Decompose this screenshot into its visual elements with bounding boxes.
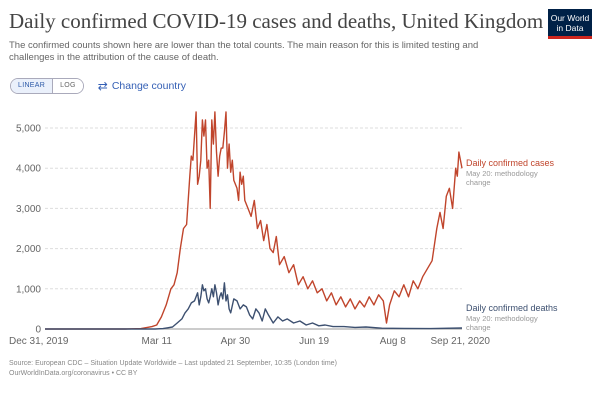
x-tick-labels: Dec 31, 2019 Mar 11 Apr 30 Jun 19 Aug 8 Sep 2… (9, 336, 490, 347)
cases-series-line[interactable] (45, 111, 463, 330)
y-tick-label: 0 (35, 325, 41, 336)
owid-logo[interactable]: Our World in Data (548, 9, 592, 39)
methodology-note-cont: change (466, 323, 491, 332)
x-tick-label: Apr 30 (221, 336, 251, 347)
y-tick-label: 5,000 (16, 124, 41, 135)
y-tick-label: 1,000 (16, 284, 41, 295)
logo-line-2: in Data (556, 23, 584, 33)
methodology-note-cont: change (466, 178, 491, 187)
x-tick-label: Sep 21, 2020 (431, 336, 491, 347)
chart-area: 0 1,000 2,000 3,000 4,000 5,000 Dec 31, 2019 M… (9, 111, 558, 347)
x-tick-label: Mar 11 (142, 336, 173, 347)
chart-title: Daily confirmed COVID-19 cases and death… (9, 9, 544, 33)
logo-line-1: Our World (550, 13, 590, 23)
methodology-note: May 20: methodology (466, 314, 538, 323)
source-line-2: OurWorldInData.org/coronavirus • CC BY (9, 369, 138, 377)
y-tick-label: 3,000 (16, 204, 41, 215)
chart-subtitle: The confirmed counts shown here are lowe… (9, 40, 479, 63)
change-country-button[interactable]: ⇄ Change country (98, 79, 186, 93)
y-gridlines (45, 127, 462, 290)
log-scale-button[interactable]: LOG (53, 79, 83, 93)
y-tick-label: 2,000 (16, 244, 41, 255)
x-tick-label: Aug 8 (380, 336, 407, 347)
series-lines (45, 111, 463, 330)
linear-scale-button[interactable]: LINEAR (11, 79, 54, 93)
cases-series-label: Daily confirmed cases (466, 158, 555, 168)
source-line-1: Source: European CDC – Situation Update … (9, 360, 337, 367)
swap-arrows-icon: ⇄ (97, 79, 108, 93)
deaths-series-label: Daily confirmed deaths (466, 303, 558, 313)
methodology-note: May 20: methodology (466, 169, 538, 178)
scale-toggle: LINEAR LOG (10, 78, 84, 94)
y-tick-label: 4,000 (16, 164, 41, 175)
chart-controls: LINEAR LOG ⇄ Change country (10, 77, 186, 95)
y-tick-labels: 0 1,000 2,000 3,000 4,000 5,000 (16, 124, 41, 336)
change-country-label: Change country (111, 80, 186, 92)
x-tick-label: Dec 31, 2019 (9, 336, 69, 347)
source-footer: Source: European CDC – Situation Update … (9, 359, 337, 378)
deaths-series-line[interactable] (45, 282, 463, 330)
x-tick-label: Jun 19 (299, 336, 329, 347)
